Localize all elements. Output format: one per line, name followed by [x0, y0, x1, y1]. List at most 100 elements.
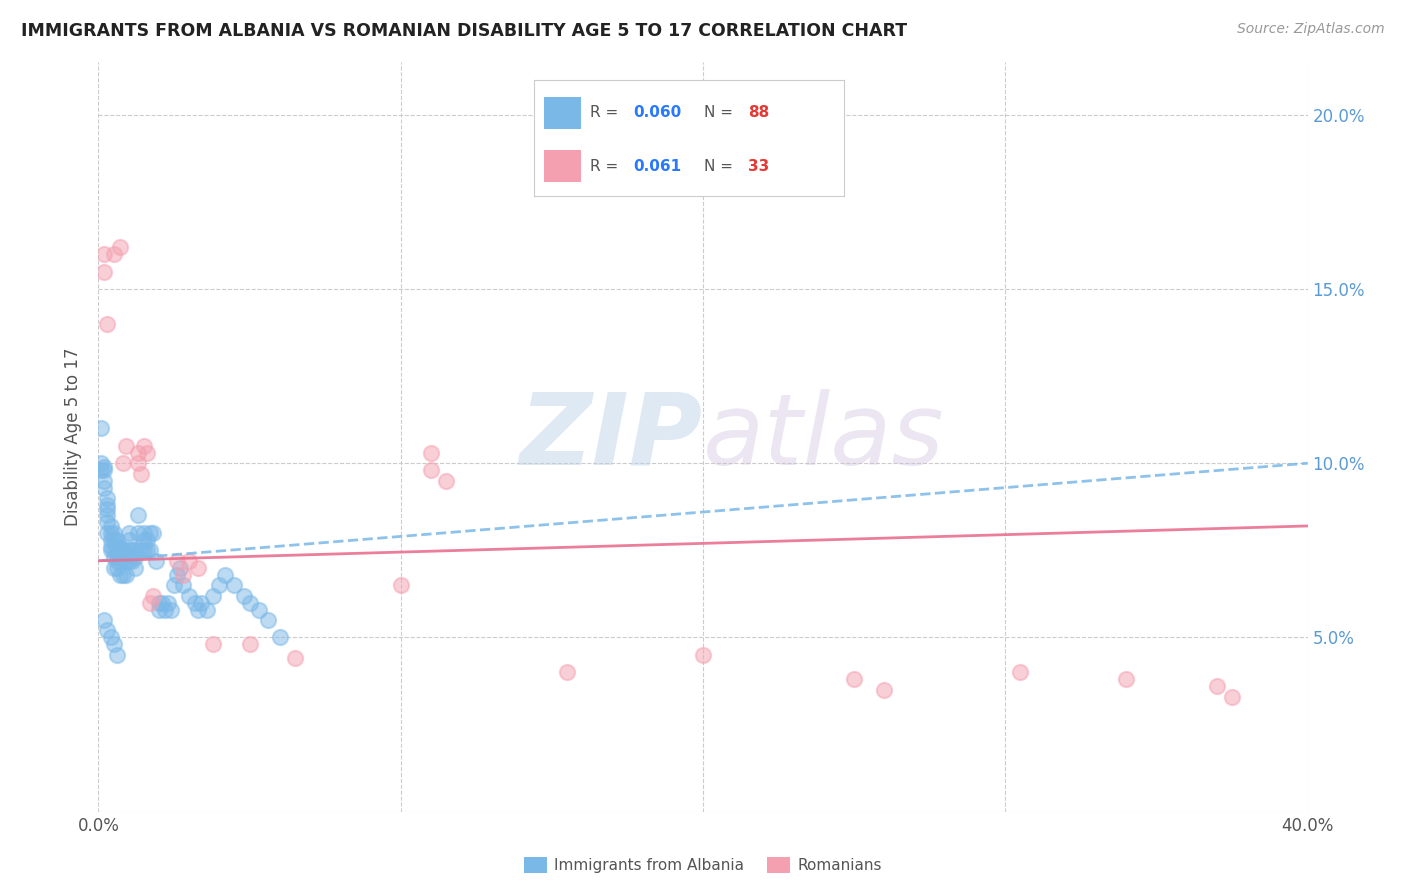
FancyBboxPatch shape — [544, 150, 581, 182]
Legend: Immigrants from Albania, Romanians: Immigrants from Albania, Romanians — [517, 851, 889, 879]
Point — [96, 501, 118, 516]
Point — [269, 631, 291, 645]
Text: Source: ZipAtlas.com: Source: ZipAtlas.com — [1237, 22, 1385, 37]
Point — [103, 533, 125, 547]
Point — [256, 613, 278, 627]
Point — [103, 561, 125, 575]
Text: 0.061: 0.061 — [633, 159, 682, 174]
Point — [195, 602, 218, 616]
Text: 88: 88 — [748, 105, 769, 120]
Point — [108, 547, 131, 561]
Point — [135, 533, 157, 547]
Point — [114, 567, 136, 582]
Point — [96, 498, 118, 512]
Point — [129, 467, 152, 481]
Point — [118, 525, 141, 540]
Point — [239, 637, 262, 651]
Point — [132, 533, 155, 547]
Point — [692, 648, 714, 662]
Point — [166, 554, 188, 568]
Point — [96, 317, 118, 331]
Point — [93, 247, 115, 261]
Point — [239, 596, 262, 610]
Point — [202, 637, 225, 651]
Point — [108, 554, 131, 568]
Y-axis label: Disability Age 5 to 17: Disability Age 5 to 17 — [65, 348, 83, 526]
Point — [127, 525, 149, 540]
Point — [111, 550, 134, 565]
Point — [103, 637, 125, 651]
Point — [232, 589, 254, 603]
Point — [111, 456, 134, 470]
Point — [163, 578, 186, 592]
Point — [169, 561, 191, 575]
Point — [247, 602, 270, 616]
Point — [873, 682, 896, 697]
Point — [166, 567, 188, 582]
Point — [103, 525, 125, 540]
Text: N =: N = — [704, 159, 738, 174]
Point — [160, 602, 183, 616]
Point — [284, 651, 307, 665]
Point — [93, 459, 115, 474]
Point — [187, 561, 209, 575]
Point — [139, 525, 162, 540]
Point — [142, 525, 165, 540]
Point — [105, 547, 128, 561]
Point — [187, 602, 209, 616]
Point — [190, 596, 212, 610]
Point — [145, 554, 167, 568]
Point — [108, 240, 131, 254]
Point — [90, 456, 112, 470]
Point — [1010, 665, 1032, 680]
Point — [100, 543, 122, 558]
Point — [142, 589, 165, 603]
Point — [202, 589, 225, 603]
Point — [100, 519, 122, 533]
Point — [96, 624, 118, 638]
Point — [156, 596, 179, 610]
Point — [179, 589, 201, 603]
Point — [114, 439, 136, 453]
Point — [90, 463, 112, 477]
Point — [434, 474, 457, 488]
Point — [129, 543, 152, 558]
Point — [105, 533, 128, 547]
Point — [105, 561, 128, 575]
Point — [135, 543, 157, 558]
Point — [153, 602, 176, 616]
Point — [124, 561, 146, 575]
Point — [118, 543, 141, 558]
Point — [420, 446, 443, 460]
Point — [139, 596, 162, 610]
Point — [555, 665, 578, 680]
Point — [214, 567, 236, 582]
Text: IMMIGRANTS FROM ALBANIA VS ROMANIAN DISABILITY AGE 5 TO 17 CORRELATION CHART: IMMIGRANTS FROM ALBANIA VS ROMANIAN DISA… — [21, 22, 907, 40]
Point — [127, 456, 149, 470]
Point — [103, 543, 125, 558]
Point — [100, 631, 122, 645]
FancyBboxPatch shape — [544, 96, 581, 129]
Text: ZIP: ZIP — [520, 389, 703, 485]
Point — [132, 439, 155, 453]
Text: 33: 33 — [748, 159, 769, 174]
Point — [127, 446, 149, 460]
Point — [105, 540, 128, 554]
Point — [1206, 679, 1229, 693]
Point — [108, 540, 131, 554]
Point — [132, 543, 155, 558]
Point — [148, 602, 170, 616]
Point — [103, 247, 125, 261]
Point — [96, 525, 118, 540]
Text: R =: R = — [591, 159, 623, 174]
Point — [108, 567, 131, 582]
Point — [121, 554, 143, 568]
Point — [93, 474, 115, 488]
Point — [208, 578, 231, 592]
Text: R =: R = — [591, 105, 623, 120]
Point — [172, 567, 194, 582]
Point — [1115, 673, 1137, 687]
Text: atlas: atlas — [703, 389, 945, 485]
Point — [135, 446, 157, 460]
Point — [139, 543, 162, 558]
